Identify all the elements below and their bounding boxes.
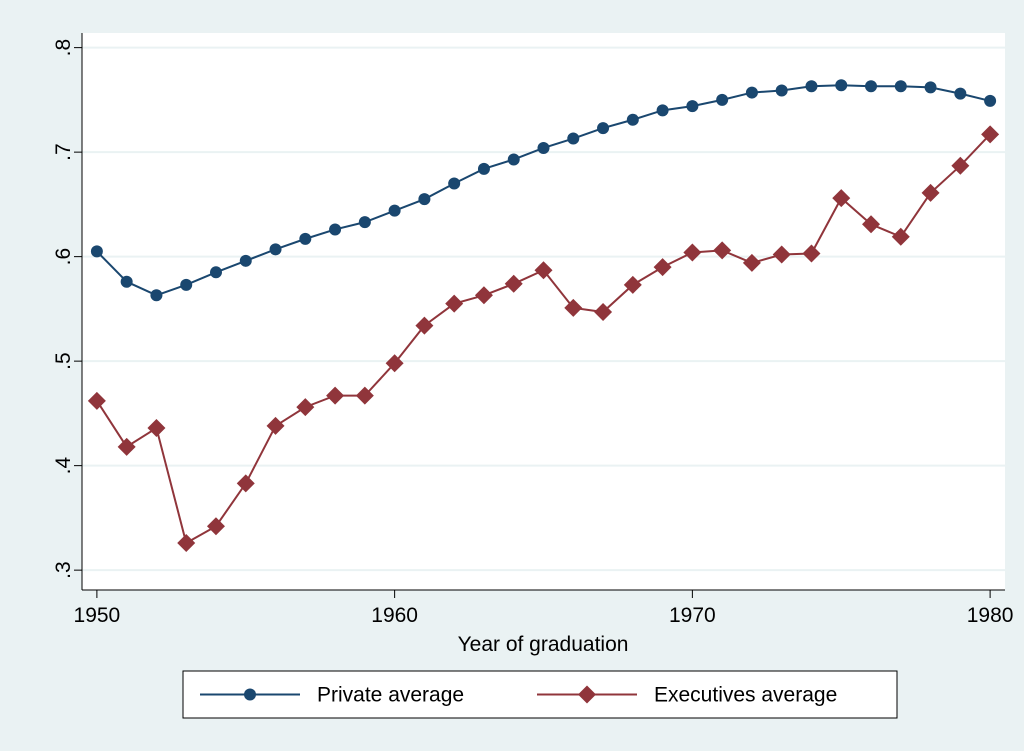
data-point (180, 278, 193, 291)
data-point (805, 80, 818, 93)
data-point (504, 274, 523, 293)
data-point (120, 275, 133, 288)
data-point (594, 303, 613, 322)
data-point (835, 79, 848, 92)
data-point (150, 289, 163, 302)
data-point (355, 386, 374, 405)
data-point (329, 223, 342, 236)
data-point (269, 243, 282, 256)
data-point (713, 241, 732, 260)
data-point (924, 81, 937, 94)
data-point (117, 437, 136, 456)
data-point (177, 533, 196, 552)
data-point (507, 153, 520, 166)
data-point (742, 253, 761, 272)
x-axis-title: Year of graduation (458, 633, 629, 656)
data-point (984, 94, 997, 107)
data-point (448, 177, 461, 190)
data-point (299, 232, 312, 245)
legend-marker (578, 685, 596, 704)
data-point (534, 261, 553, 280)
data-point (951, 156, 970, 175)
data-point (296, 398, 315, 417)
legend-label: Executives average (654, 684, 837, 707)
data-point (209, 266, 222, 279)
data-point (623, 275, 642, 294)
data-point (388, 204, 401, 217)
data-point (894, 80, 907, 93)
y-tick-label: .3 (52, 561, 75, 579)
data-point (474, 286, 493, 305)
y-tick-label: .8 (52, 39, 75, 57)
x-tick-label: 1970 (669, 604, 716, 627)
legend-label: Private average (317, 684, 464, 707)
data-point (862, 215, 881, 234)
data-point (656, 104, 669, 117)
data-point (206, 517, 225, 536)
y-tick-label: .5 (52, 352, 75, 370)
data-point (567, 132, 580, 145)
data-point (865, 80, 878, 93)
data-point (921, 183, 940, 202)
data-point (683, 243, 702, 262)
data-point (772, 245, 791, 264)
data-point (775, 84, 788, 97)
data-point (537, 141, 550, 154)
y-tick-label: .6 (52, 248, 75, 266)
data-point (954, 87, 967, 100)
data-point (745, 86, 758, 99)
data-point (802, 244, 821, 263)
data-point (653, 258, 672, 277)
data-point (891, 227, 910, 246)
data-point (90, 245, 103, 258)
data-point (239, 254, 252, 267)
data-point (236, 474, 255, 493)
data-point (147, 419, 166, 438)
data-point (266, 416, 285, 435)
x-tick-label: 1960 (371, 604, 418, 627)
data-point (415, 316, 434, 335)
data-point (597, 122, 610, 135)
data-point (686, 100, 699, 113)
data-point (418, 193, 431, 206)
data-point (564, 298, 583, 317)
y-tick-label: .4 (52, 457, 75, 475)
data-point (626, 113, 639, 126)
x-tick-label: 1950 (74, 604, 121, 627)
data-point (716, 93, 729, 106)
data-point (477, 162, 490, 175)
x-tick-label: 1980 (967, 604, 1014, 627)
data-point (326, 386, 345, 405)
data-point (385, 354, 404, 373)
plot-area (82, 33, 1005, 590)
legend-marker (244, 688, 256, 701)
data-point (981, 125, 1000, 144)
data-point (445, 294, 464, 313)
data-point (832, 189, 851, 208)
y-tick-label: .7 (52, 143, 75, 161)
data-point (358, 216, 371, 229)
data-point (87, 391, 106, 410)
